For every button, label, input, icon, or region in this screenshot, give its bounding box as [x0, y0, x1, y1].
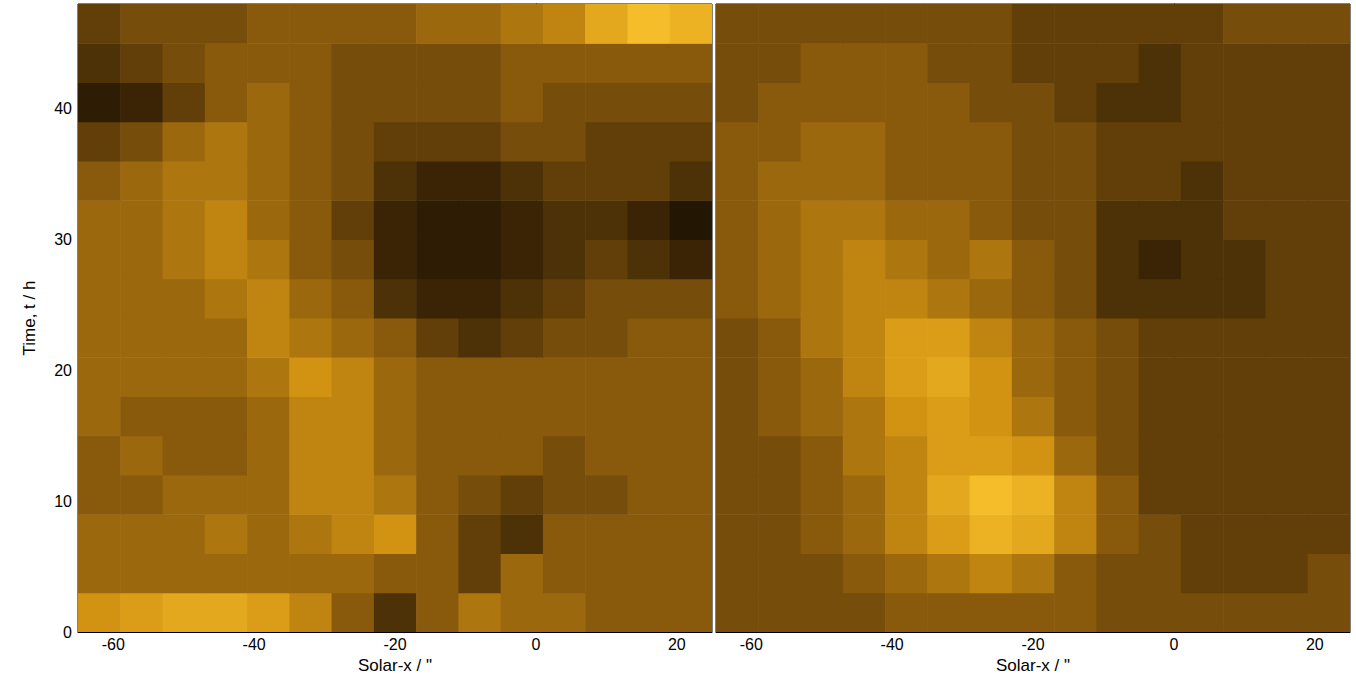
svg-text:40: 40 — [54, 100, 72, 117]
svg-text:Solar-x / ": Solar-x / " — [358, 656, 432, 675]
svg-text:20: 20 — [54, 362, 72, 379]
svg-text:20: 20 — [668, 636, 686, 653]
svg-text:0: 0 — [63, 624, 72, 641]
svg-text:-20: -20 — [383, 636, 406, 653]
svg-text:-40: -40 — [881, 636, 904, 653]
svg-text:0: 0 — [1169, 636, 1178, 653]
svg-text:10: 10 — [54, 493, 72, 510]
svg-text:-60: -60 — [102, 636, 125, 653]
svg-text:Solar-x / ": Solar-x / " — [996, 656, 1070, 675]
svg-text:0: 0 — [531, 636, 540, 653]
svg-text:-20: -20 — [1021, 636, 1044, 653]
svg-text:20: 20 — [1306, 636, 1324, 653]
svg-text:30: 30 — [54, 231, 72, 248]
svg-text:Time, t / h: Time, t / h — [20, 281, 39, 356]
svg-text:-60: -60 — [740, 636, 763, 653]
svg-text:-40: -40 — [243, 636, 266, 653]
